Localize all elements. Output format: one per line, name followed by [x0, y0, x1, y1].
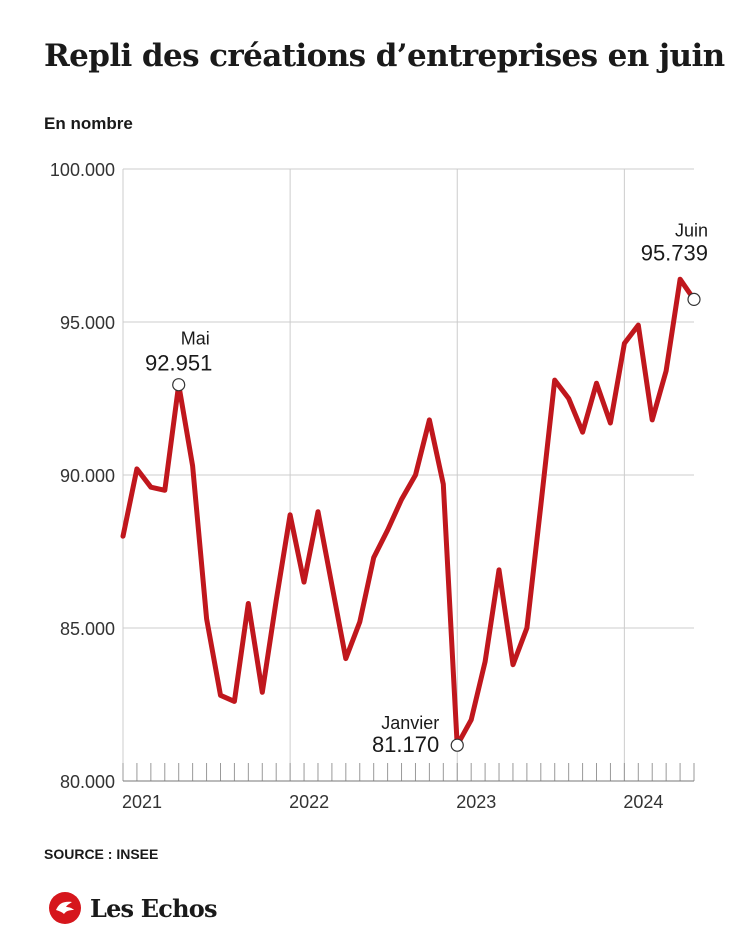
annotation-value: 81.170 — [372, 732, 439, 757]
page-title: Repli des créations d’entreprises en jui… — [44, 38, 725, 74]
y-tick-label: 85.000 — [60, 619, 115, 639]
annotation-label: Janvier — [381, 713, 439, 733]
x-tick-label: 2023 — [456, 792, 496, 812]
x-tick-label: 2022 — [289, 792, 329, 812]
annotation-marker — [687, 292, 701, 306]
x-tick-label: 2021 — [122, 792, 162, 812]
brand: Les Echos — [48, 888, 217, 928]
annotation-label: Mai — [181, 329, 210, 349]
y-tick-label: 90.000 — [60, 466, 115, 486]
les-echos-logo-icon — [49, 892, 81, 924]
brand-name: Les Echos — [90, 893, 217, 923]
unit-label: En nombre — [44, 114, 133, 133]
annotation-value: 92.951 — [145, 351, 212, 376]
series-line — [120, 276, 697, 748]
line-chart: 80.000 85.000 90.000 95.000 100.000 2021 2022 2… — [50, 160, 708, 812]
x-tick-label: 2024 — [623, 792, 663, 812]
annotation-value: 95.739 — [641, 240, 708, 265]
annotation-label: Juin — [675, 220, 708, 240]
annotation-marker — [172, 378, 186, 392]
y-tick-label: 100.000 — [50, 160, 115, 180]
source-note: SOURCE : INSEE — [44, 846, 159, 862]
y-tick-label: 80.000 — [60, 772, 115, 792]
y-tick-label: 95.000 — [60, 313, 115, 333]
annotation-marker — [450, 738, 464, 752]
